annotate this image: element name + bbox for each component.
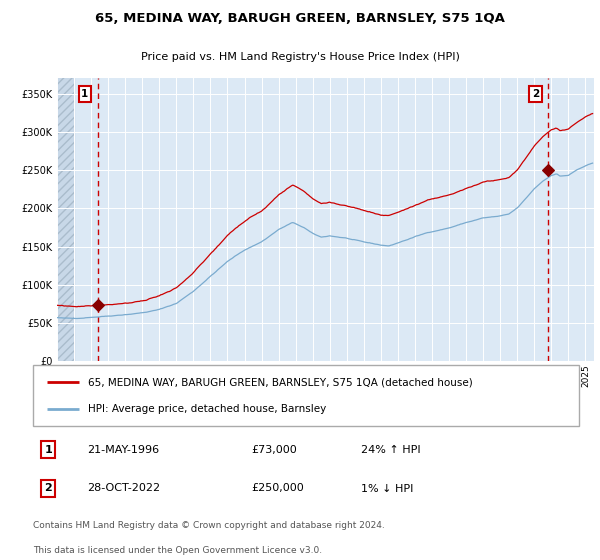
Text: HPI: Average price, detached house, Barnsley: HPI: Average price, detached house, Barn…: [88, 404, 326, 414]
Text: 1: 1: [81, 89, 88, 99]
Point: [93, 301, 103, 310]
Text: This data is licensed under the Open Government Licence v3.0.: This data is licensed under the Open Gov…: [33, 546, 322, 555]
Bar: [57, 78, 74, 361]
Text: 2: 2: [44, 483, 52, 493]
Text: 24% ↑ HPI: 24% ↑ HPI: [361, 445, 420, 455]
Text: 28-OCT-2022: 28-OCT-2022: [88, 483, 161, 493]
Text: 1: 1: [44, 445, 52, 455]
Text: 65, MEDINA WAY, BARUGH GREEN, BARNSLEY, S75 1QA (detached house): 65, MEDINA WAY, BARUGH GREEN, BARNSLEY, …: [88, 377, 472, 387]
Text: 65, MEDINA WAY, BARUGH GREEN, BARNSLEY, S75 1QA: 65, MEDINA WAY, BARUGH GREEN, BARNSLEY, …: [95, 12, 505, 25]
Point: [544, 166, 553, 175]
Text: 1% ↓ HPI: 1% ↓ HPI: [361, 483, 413, 493]
Text: 2: 2: [532, 89, 539, 99]
Text: 21-MAY-1996: 21-MAY-1996: [88, 445, 160, 455]
Bar: [57, 78, 74, 361]
Text: Price paid vs. HM Land Registry's House Price Index (HPI): Price paid vs. HM Land Registry's House …: [140, 52, 460, 62]
Text: £73,000: £73,000: [251, 445, 297, 455]
Text: £250,000: £250,000: [251, 483, 304, 493]
Text: Contains HM Land Registry data © Crown copyright and database right 2024.: Contains HM Land Registry data © Crown c…: [33, 521, 385, 530]
